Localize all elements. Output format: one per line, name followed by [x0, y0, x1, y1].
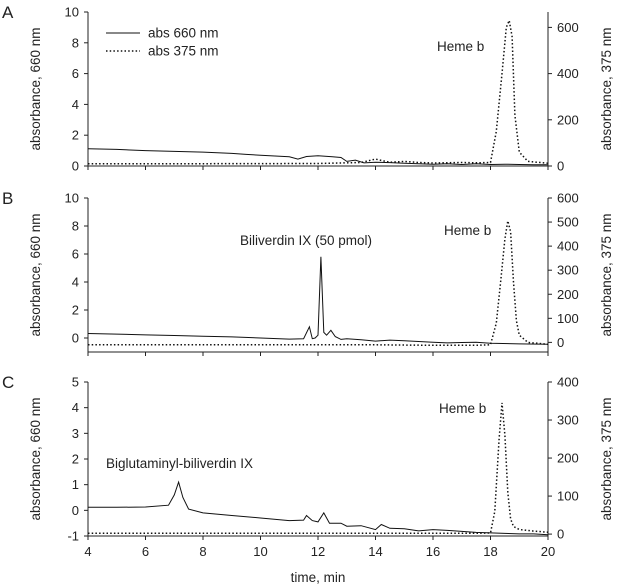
left-y-tick-label: 0	[72, 503, 79, 518]
peak-annotation: Biglutaminyl-biliverdin IX	[106, 456, 253, 471]
x-tick-label: 8	[199, 544, 206, 559]
peak-annotation: Heme b	[444, 223, 491, 238]
right-y-tick-label: 400	[557, 239, 579, 254]
series-375nm-line	[88, 220, 549, 347]
right-y-tick-label: 100	[557, 489, 579, 504]
left-y-axis-label: absorbance, 660 nm	[28, 213, 43, 336]
x-tick-label: 16	[426, 544, 440, 559]
right-y-tick-label: 100	[557, 311, 579, 326]
panel-label: C	[2, 373, 14, 392]
left-y-tick-label: -1	[67, 529, 79, 544]
right-y-tick-label: 300	[557, 413, 579, 428]
right-y-tick-label: 200	[557, 451, 579, 466]
left-y-tick-label: 4	[72, 275, 79, 290]
left-y-tick-label: 1	[72, 477, 79, 492]
right-y-tick-label: 200	[557, 112, 579, 127]
right-y-tick-label: 400	[557, 66, 579, 81]
panel-label: A	[2, 3, 14, 22]
left-y-tick-label: 10	[65, 5, 79, 20]
legend-entry: abs 660 nm	[148, 26, 219, 41]
x-tick-label: 6	[142, 544, 149, 559]
right-y-tick-label: 400	[557, 375, 579, 390]
right-y-axis-label: absorbance, 375 nm	[599, 397, 614, 520]
left-y-tick-label: 2	[72, 303, 79, 318]
left-y-tick-label: 8	[72, 35, 79, 50]
x-tick-label: 12	[311, 544, 325, 559]
left-y-tick-label: 0	[72, 331, 79, 346]
peak-annotation: Biliverdin IX (50 pmol)	[240, 233, 372, 248]
right-y-tick-label: 300	[557, 263, 579, 278]
left-y-tick-label: 8	[72, 219, 79, 234]
right-y-tick-label: 200	[557, 287, 579, 302]
series-375nm-line	[88, 17, 549, 165]
series-660nm-line	[87, 148, 548, 166]
series-375nm-line	[88, 402, 549, 535]
right-y-tick-label: 0	[557, 527, 564, 542]
right-y-axis-label: absorbance, 375 nm	[599, 27, 614, 150]
right-y-tick-label: 600	[557, 191, 579, 206]
right-y-tick-label: 600	[557, 20, 579, 35]
left-y-tick-label: 3	[72, 426, 79, 441]
left-y-tick-label: 10	[65, 191, 79, 206]
x-tick-label: 20	[541, 544, 555, 559]
left-y-tick-label: 6	[72, 247, 79, 262]
right-y-axis-label: absorbance, 375 nm	[599, 213, 614, 336]
left-y-tick-label: 0	[72, 159, 79, 174]
left-y-tick-label: 6	[72, 66, 79, 81]
left-y-tick-label: 5	[72, 375, 79, 390]
left-y-axis-label: absorbance, 660 nm	[28, 397, 43, 520]
x-axis-label: time, min	[291, 570, 346, 585]
series-660nm-line	[88, 480, 549, 536]
panel-label: B	[2, 189, 13, 208]
left-y-tick-label: 2	[72, 128, 79, 143]
left-y-tick-label: 2	[72, 452, 79, 467]
right-y-tick-label: 0	[557, 335, 564, 350]
legend-entry: abs 375 nm	[148, 44, 219, 59]
peak-annotation: Heme b	[439, 401, 486, 416]
x-tick-label: 4	[84, 544, 91, 559]
left-y-tick-label: 4	[72, 400, 79, 415]
left-y-tick-label: 4	[72, 97, 79, 112]
right-y-tick-label: 0	[557, 159, 564, 174]
left-y-axis-label: absorbance, 660 nm	[28, 27, 43, 150]
series-660nm-line	[87, 256, 549, 345]
x-tick-label: 14	[368, 544, 382, 559]
peak-annotation: Heme b	[437, 39, 484, 54]
x-tick-label: 10	[253, 544, 267, 559]
x-tick-label: 18	[483, 544, 497, 559]
right-y-tick-label: 500	[557, 215, 579, 230]
